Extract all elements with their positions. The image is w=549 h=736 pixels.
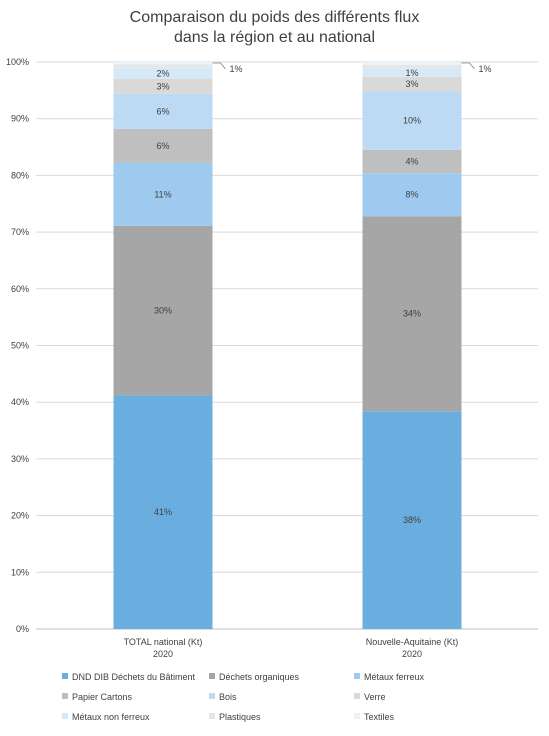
data-label: 6% [156,141,169,151]
x-category-label: 2020 [402,649,422,659]
data-label: 6% [156,106,169,116]
legend-label: Bois [219,692,237,702]
y-tick-label: 60% [11,284,29,294]
data-label: 11% [154,189,171,199]
y-tick-label: 0% [16,624,29,634]
chart-title-line-2: dans la région et au national [174,29,375,46]
bar-segment [362,62,462,65]
legend-label: DND DIB Déchets du Bâtiment [72,672,196,682]
legend-swatch [209,693,215,699]
data-label: 3% [405,79,418,89]
legend-swatch [354,713,360,719]
data-label: 41% [154,507,172,517]
data-label-leader-line [212,62,226,70]
legend-label: Métaux ferreux [364,672,425,682]
data-label: 1% [230,64,243,74]
legend-label: Métaux non ferreux [72,712,150,722]
legend-label: Déchets organiques [219,672,300,682]
bar-segment [362,91,462,150]
data-label: 3% [156,81,169,91]
bar-segment [362,411,462,629]
x-category-label: Nouvelle-Aquitaine (Kt) [366,637,459,647]
bar-segment [113,225,213,396]
bar-segment [362,76,462,92]
chart-title-line-1: Comparaison du poids des différents flux [130,9,420,26]
y-tick-label: 40% [11,397,29,407]
bar-segment [113,67,213,80]
legend-swatch [354,693,360,699]
bars: 41%30%11%6%6%3%2% 1%38%34%8%4%10%3%1% 1% [113,62,492,629]
legend-swatch [209,673,215,679]
legend-label: Papier Cartons [72,692,133,702]
data-label: 38% [403,515,421,525]
legend-label: Plastiques [219,712,261,722]
y-tick-label: 90% [11,114,29,124]
bar-segment [362,68,462,77]
bar-segment [113,62,213,65]
legend-label: Verre [364,692,386,702]
legend-swatch [209,713,215,719]
data-label: 2% [156,68,169,78]
data-label-leader-line [461,62,475,70]
legend-swatch [62,693,68,699]
y-tick-label: 50% [11,341,29,351]
legend-swatch [354,673,360,679]
y-tick-label: 20% [11,511,29,521]
bar-segment [113,93,213,129]
y-tick-label: 70% [11,227,29,237]
data-label: 8% [405,190,418,200]
y-tick-label: 80% [11,170,29,180]
bar-segment [362,64,462,69]
bar-segment [362,216,462,412]
data-label: 1% [405,68,418,78]
bar-segment [113,79,213,94]
y-tick-label: 100% [6,57,29,67]
data-label: 34% [403,309,421,319]
y-tick-label: 30% [11,454,29,464]
legend-swatch [62,713,68,719]
bar-segment [113,64,213,68]
bar-segment [113,162,213,226]
y-axis: 0% 10% 20% 30% 40% 50% 60% 70% 80% 90% 100% [6,57,29,634]
x-category-label: TOTAL national (Kt) [124,637,203,647]
bar-segment [113,128,213,163]
x-axis: TOTAL national (Kt) 2020 Nouvelle-Aquitain… [124,637,459,659]
bar-segment [113,395,213,629]
x-category-label: 2020 [153,649,173,659]
data-label: 1% [479,64,492,74]
grid-lines [36,61,538,630]
bar-segment [362,149,462,174]
bar-segment [362,173,462,217]
y-tick-label: 10% [11,567,29,577]
legend-swatch [62,673,68,679]
legend-label: Textiles [364,712,395,722]
data-label: 30% [154,306,172,316]
legend: DND DIB Déchets du Bâtiment Déchets organ… [62,672,425,722]
data-label: 4% [405,157,418,167]
data-label: 10% [403,116,421,126]
